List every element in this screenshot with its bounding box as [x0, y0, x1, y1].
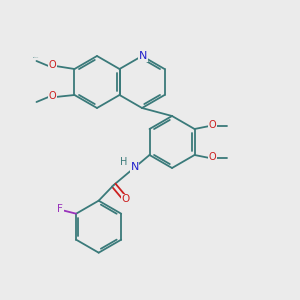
Text: O: O — [49, 60, 56, 70]
Text: O: O — [121, 194, 130, 204]
Text: N: N — [139, 51, 147, 61]
Text: O: O — [209, 152, 216, 162]
Text: H: H — [120, 157, 127, 167]
Text: O: O — [209, 120, 216, 130]
Text: N: N — [130, 162, 139, 172]
Text: methoxy: methoxy — [33, 56, 40, 58]
Text: F: F — [57, 204, 63, 214]
Text: O: O — [49, 91, 56, 101]
